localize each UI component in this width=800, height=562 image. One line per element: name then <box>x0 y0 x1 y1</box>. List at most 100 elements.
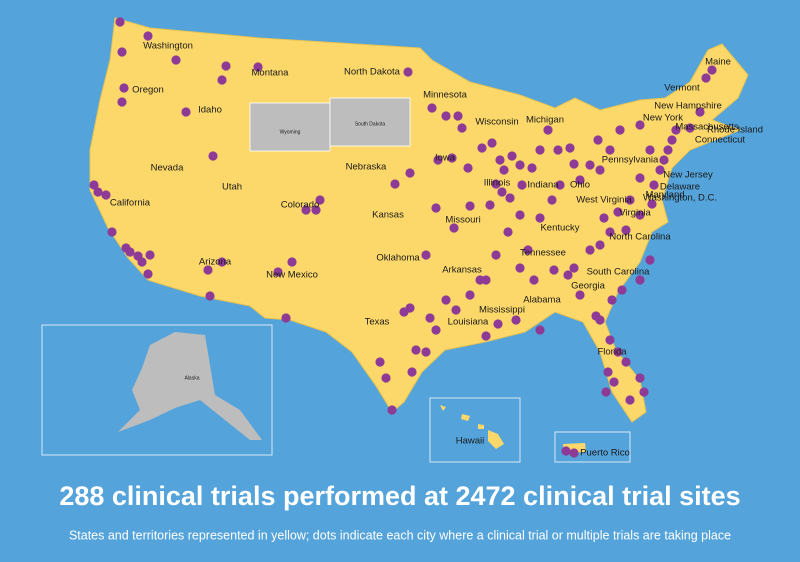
state-label: Wisconsin <box>475 117 518 128</box>
site-dot <box>491 179 501 189</box>
site-dot <box>563 270 573 280</box>
site-dot <box>613 347 623 357</box>
site-dot <box>253 62 263 72</box>
site-dot <box>543 125 553 135</box>
site-dot <box>441 295 451 305</box>
state-label: Missouri <box>445 215 480 226</box>
site-dot <box>605 227 615 237</box>
site-dot <box>635 210 645 220</box>
state-label: Georgia <box>571 281 606 292</box>
site-dot <box>375 357 385 367</box>
site-dot <box>497 187 507 197</box>
state-label: New York <box>643 113 683 124</box>
site-dot <box>655 165 665 175</box>
site-dot <box>115 17 125 27</box>
site-dot <box>217 75 227 85</box>
site-dot <box>425 313 435 323</box>
site-dot <box>527 163 537 173</box>
hawaii-inset <box>429 397 521 463</box>
site-dot <box>585 160 595 170</box>
site-dot <box>569 159 579 169</box>
site-dot <box>449 223 459 233</box>
state-label: New Jersey <box>663 170 713 181</box>
site-dot <box>411 345 421 355</box>
state-label: Nebraska <box>346 162 387 173</box>
site-dot <box>595 240 605 250</box>
state-label: Washington, D.C. <box>643 193 717 204</box>
site-dots <box>89 17 717 458</box>
site-dot <box>495 155 505 165</box>
caption: States and territories represented in ye… <box>69 528 731 542</box>
site-dot <box>547 195 557 205</box>
site-dot <box>663 145 673 155</box>
site-dot <box>433 155 443 165</box>
state-label: Idaho <box>198 105 222 116</box>
site-dot <box>311 205 321 215</box>
state-labels: Washington Montana North Dakota Minnesota Ma… <box>110 41 763 459</box>
wyoming-shape <box>249 102 331 152</box>
site-dot <box>511 315 521 325</box>
site-dot <box>603 367 613 377</box>
site-dot <box>503 227 513 237</box>
site-dot <box>457 123 467 133</box>
site-dot <box>621 357 631 367</box>
site-dot <box>431 325 441 335</box>
site-dot <box>535 145 545 155</box>
state-label: Oregon <box>132 85 164 96</box>
state-label: Ohio <box>570 180 590 191</box>
site-dot <box>593 135 603 145</box>
state-label: Wyoming <box>280 129 301 135</box>
state-label: Massachusetts <box>675 122 739 133</box>
site-dot <box>451 305 461 315</box>
site-dot <box>447 153 457 163</box>
site-dot <box>441 111 451 121</box>
site-dot <box>617 285 627 295</box>
site-dot <box>535 213 545 223</box>
site-dot <box>591 311 601 321</box>
site-dot <box>465 201 475 211</box>
state-label: Louisiana <box>448 317 489 328</box>
site-dot <box>635 373 645 383</box>
site-dot <box>101 190 111 200</box>
site-dot <box>585 245 595 255</box>
site-dot <box>615 125 625 135</box>
site-dot <box>613 207 623 217</box>
site-dot <box>403 67 413 77</box>
state-label: Maine <box>705 57 731 68</box>
site-dot <box>523 245 533 255</box>
state-label: Pennsylvania <box>602 155 659 166</box>
site-dot <box>569 448 579 458</box>
site-dot <box>707 65 717 75</box>
state-label: South Dakota <box>355 121 386 127</box>
site-dot <box>695 107 705 117</box>
site-dot <box>505 193 515 203</box>
site-dot <box>137 257 147 267</box>
state-label: Maryland <box>645 190 684 201</box>
site-dot <box>93 187 103 197</box>
state-label: Rhode Island <box>707 125 763 136</box>
site-dot <box>659 155 669 165</box>
site-dot <box>487 138 497 148</box>
site-dot <box>405 303 415 313</box>
site-dot <box>529 275 539 285</box>
state-label: North Dakota <box>344 67 401 78</box>
site-dot <box>601 387 611 397</box>
site-dot <box>89 180 99 190</box>
site-dot <box>273 267 283 277</box>
site-dot <box>208 151 218 161</box>
site-dot <box>463 163 473 173</box>
alaska-inset <box>41 324 273 456</box>
site-dot <box>431 203 441 213</box>
state-label: Hawaii <box>456 436 485 447</box>
site-dot <box>535 325 545 335</box>
state-label: Colorado <box>281 200 320 211</box>
site-dot <box>405 168 415 178</box>
site-dot <box>301 205 311 215</box>
site-dot <box>517 180 527 190</box>
headline: 288 clinical trials performed at 2472 cl… <box>59 481 740 511</box>
site-dot <box>407 367 417 377</box>
site-dot <box>667 135 677 145</box>
site-dot <box>635 275 645 285</box>
site-dot <box>569 263 579 273</box>
